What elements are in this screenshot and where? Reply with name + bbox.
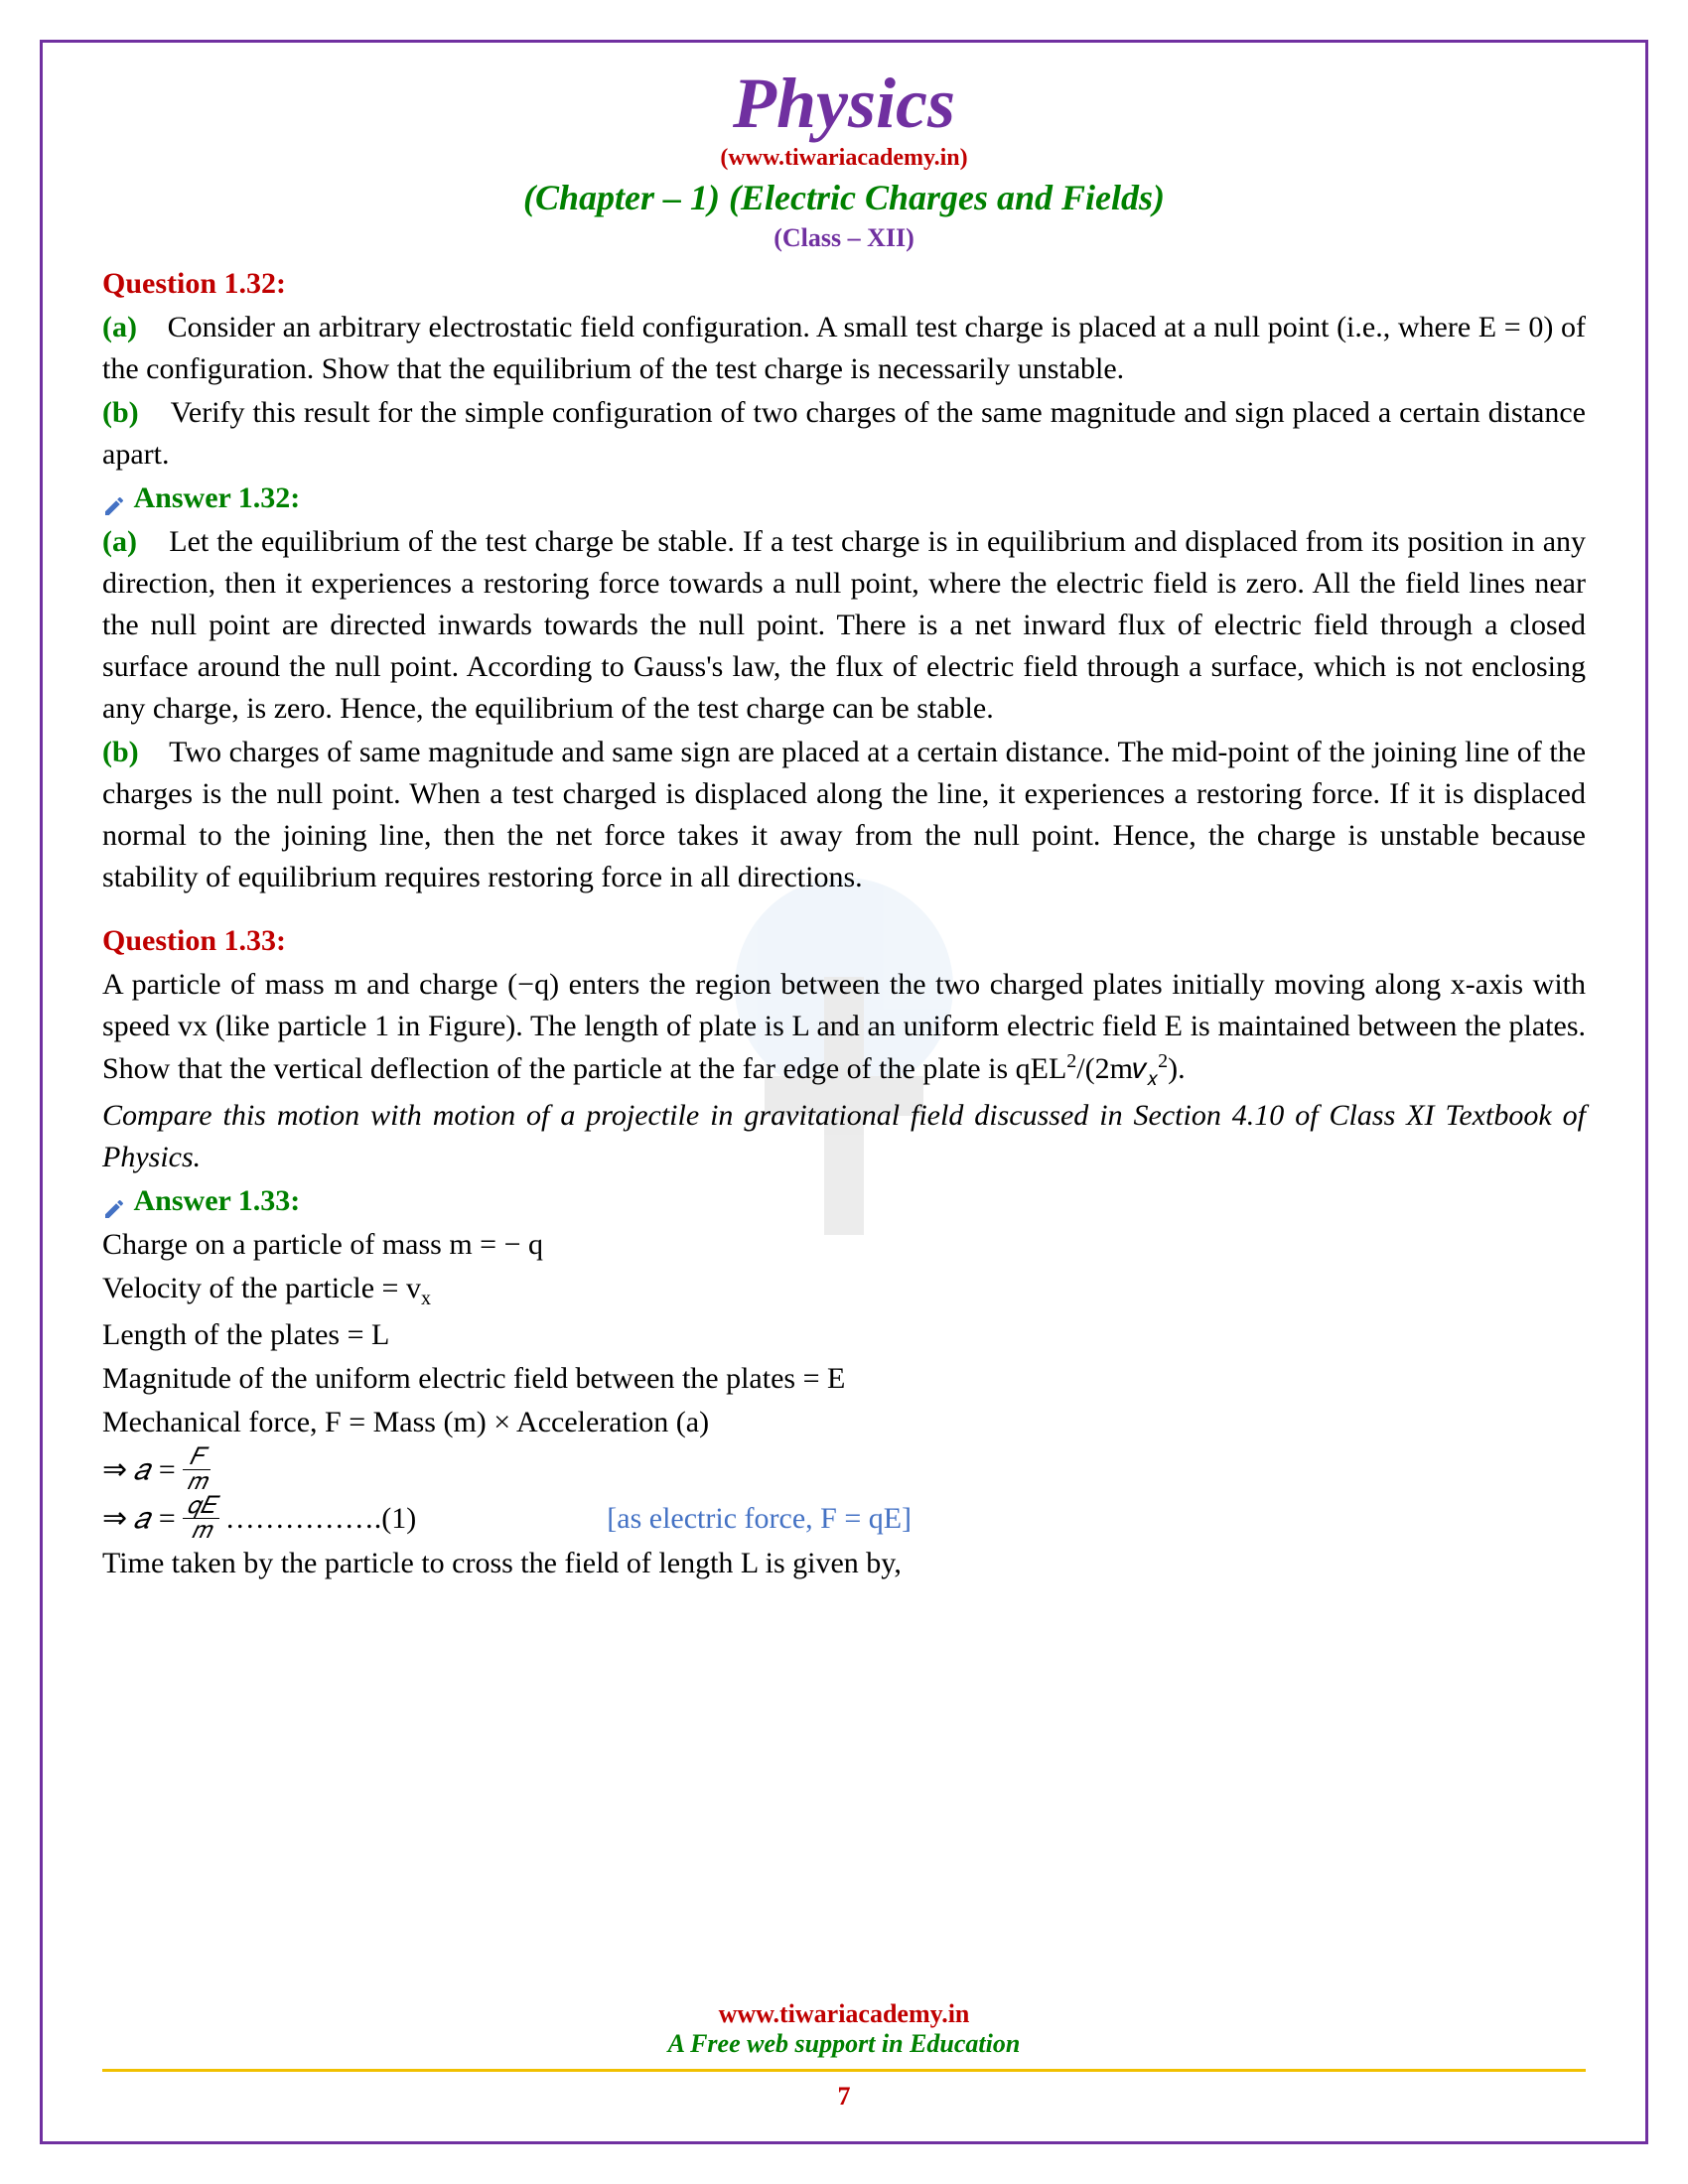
part-b-label: (b) [102, 396, 139, 429]
header-website: (www.tiwariacademy.in) [102, 145, 1586, 172]
line2a: Velocity of the particle = v [102, 1272, 421, 1304]
content-body: Question 1.32: (a) Consider an arbitrary… [102, 263, 1586, 1584]
sup: 2 [1066, 1050, 1076, 1072]
q133-note: Compare this motion with motion of a pro… [102, 1095, 1586, 1178]
ans-line2: Velocity of the particle = vx [102, 1268, 1586, 1312]
arrow: ⇒ [102, 1498, 127, 1540]
ans-b-label: (b) [102, 736, 139, 768]
page-footer: www.tiwariacademy.in A Free web support … [102, 1999, 1586, 2112]
eq2-num: 𝑞𝐸 [183, 1494, 219, 1519]
ans-a-label: (a) [102, 525, 137, 558]
line2sub: x [421, 1288, 431, 1309]
q132-part-b: (b) Verify this result for the simple co… [102, 392, 1586, 476]
q133-text1e: ). [1168, 1052, 1186, 1085]
fraction-2: 𝑞𝐸 𝑚 [183, 1494, 219, 1543]
equation-2: ⇒ 𝑎 = 𝑞𝐸 𝑚 …………….(1) [as electric force,… [102, 1494, 1586, 1543]
q133-text1c: /(2m𝑣 [1076, 1052, 1147, 1085]
q133-text1: A particle of mass m and charge (−q) ent… [102, 968, 1586, 1085]
q132-part-a: (a) Consider an arbitrary electrostatic … [102, 307, 1586, 390]
eq2-den: 𝑚 [183, 1519, 219, 1543]
pencil-icon [102, 1191, 126, 1215]
question-label-133: Question 1.33: [102, 924, 286, 957]
arrow: ⇒ [102, 1449, 127, 1491]
ans132-a: (a) Let the equilibrium of the test char… [102, 521, 1586, 730]
part-a-label: (a) [102, 311, 137, 343]
main-title: Physics [102, 63, 1586, 145]
ans-line3: Length of the plates = L [102, 1314, 1586, 1356]
footer-link: www.tiwariacademy.in [102, 1999, 1586, 2029]
answer-132-header: Answer 1.32: [102, 478, 1586, 519]
equation-1: ⇒ 𝑎 = 𝐹 𝑚 [102, 1445, 1586, 1494]
eq2a: 𝑎 = [133, 1498, 177, 1540]
answer-label: Answer 1.32: [134, 481, 301, 514]
footer-tagline: A Free web support in Education [102, 2029, 1586, 2059]
question-133: Question 1.33: [102, 920, 1586, 962]
eq2-note: [as electric force, F = qE] [607, 1498, 912, 1540]
ans-line1: Charge on a particle of mass m = − q [102, 1224, 1586, 1266]
document-header: Physics (www.tiwariacademy.in) (Chapter … [102, 63, 1586, 253]
eq1-den: 𝑚 [183, 1470, 211, 1494]
ans-line6: Time taken by the particle to cross the … [102, 1543, 1586, 1584]
ans132-a-text: Let the equilibrium of the test charge b… [102, 525, 1586, 725]
footer-divider [102, 2069, 1586, 2072]
question-132: Question 1.32: [102, 263, 1586, 305]
ans132-b: (b) Two charges of same magnitude and sa… [102, 732, 1586, 898]
pencil-icon [102, 488, 126, 512]
sup2: 2 [1158, 1050, 1168, 1072]
ans-line4: Magnitude of the uniform electric field … [102, 1358, 1586, 1400]
q132-b-text: Verify this result for the simple config… [102, 396, 1586, 471]
page-number: 7 [102, 2082, 1586, 2112]
eq2-dots: …………….(1) [225, 1498, 416, 1540]
q133-text: A particle of mass m and charge (−q) ent… [102, 964, 1586, 1093]
eq1-num: 𝐹 [183, 1445, 211, 1470]
ans132-b-text: Two charges of same magnitude and same s… [102, 736, 1586, 893]
question-label: Question 1.32: [102, 267, 286, 300]
chapter-title: (Chapter – 1) (Electric Charges and Fiel… [102, 177, 1586, 218]
fraction-1: 𝐹 𝑚 [183, 1445, 211, 1494]
class-label: (Class – XII) [102, 223, 1586, 253]
answer-133-header: Answer 1.33: [102, 1180, 1586, 1222]
eq1a: 𝑎 = [133, 1449, 177, 1491]
ans-line5: Mechanical force, F = Mass (m) × Acceler… [102, 1402, 1586, 1443]
q132-a-text: Consider an arbitrary electrostatic fiel… [102, 311, 1586, 385]
answer-label-133: Answer 1.33: [134, 1184, 301, 1217]
page-border: Physics (www.tiwariacademy.in) (Chapter … [40, 40, 1648, 2144]
sub: 𝑥 [1147, 1068, 1158, 1090]
